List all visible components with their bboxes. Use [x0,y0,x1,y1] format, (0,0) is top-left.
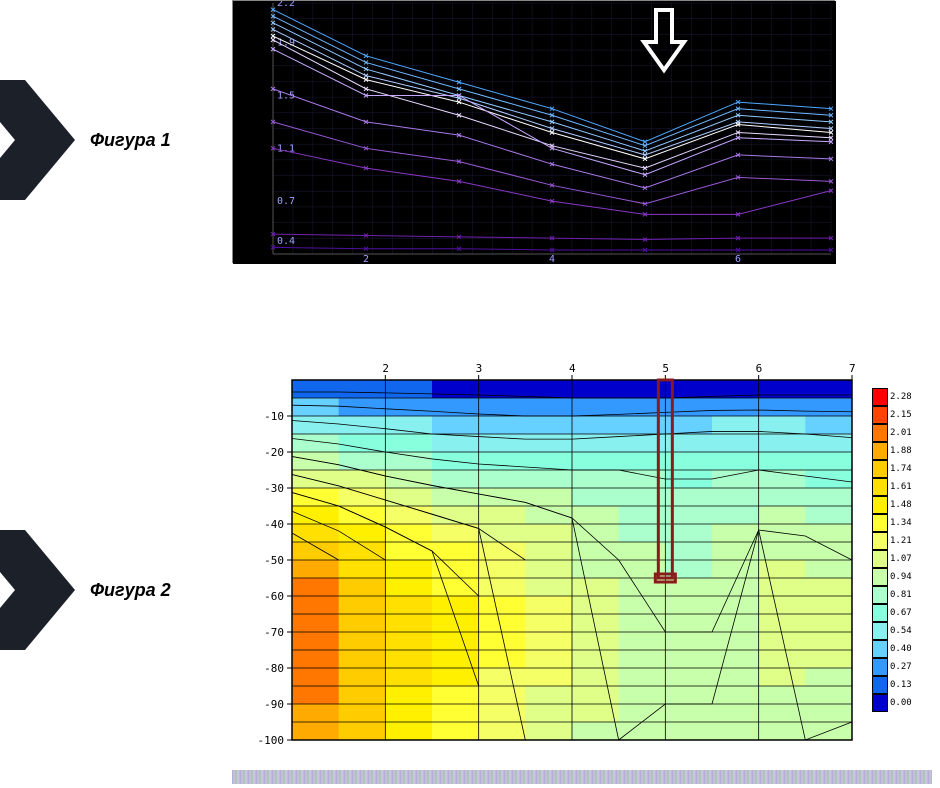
contour-heatmap: 2 3 4 5 6 7 -10 -20 -30 -40 -50 -60 -70 -80 -90 -100 2.… [232,358,932,758]
line-chart: 0.40.71.11.51.92.2246 [232,0,835,263]
legend-item: 1.74 [872,460,932,478]
svg-text:5: 5 [662,362,669,375]
figure1-label-block: Фигура 1 [0,80,220,200]
svg-text:-50: -50 [264,554,284,567]
svg-text:-30: -30 [264,482,284,495]
legend-item: 0.13 [872,676,932,694]
legend-item: 1.21 [872,532,932,550]
legend-item: 2.28 [872,388,932,406]
legend-item: 1.88 [872,442,932,460]
legend-item: 0.27 [872,658,932,676]
svg-text:2: 2 [382,362,389,375]
svg-text:4: 4 [569,362,576,375]
legend-item: 2.01 [872,424,932,442]
chevron-icon [0,80,80,200]
svg-text:2: 2 [363,254,369,264]
legend-item: 0.94 [872,568,932,586]
legend-item: 1.48 [872,496,932,514]
legend-item: 2.15 [872,406,932,424]
svg-text:0.4: 0.4 [277,236,295,247]
color-legend: 2.282.152.011.881.741.611.481.341.211.07… [872,388,932,712]
svg-text:6: 6 [735,254,741,264]
legend-item: 0.00 [872,694,932,712]
contour-heatmap-svg: 2 3 4 5 6 7 -10 -20 -30 -40 -50 -60 -70 -80 -90 -100 [232,358,932,758]
legend-item: 1.07 [872,550,932,568]
svg-text:4: 4 [549,254,555,264]
figure2-caption: Фигура 2 [90,580,171,601]
svg-text:7: 7 [849,362,856,375]
figure1-caption: Фигура 1 [90,130,171,151]
svg-text:-40: -40 [264,518,284,531]
figure2-label-block: Фигура 2 [0,530,220,650]
svg-text:-70: -70 [264,626,284,639]
svg-text:-100: -100 [258,734,285,747]
svg-text:-60: -60 [264,590,284,603]
legend-item: 0.67 [872,604,932,622]
legend-item: 1.61 [872,478,932,496]
legend-item: 0.54 [872,622,932,640]
line-chart-svg: 0.40.71.11.51.92.2246 [233,1,836,264]
svg-text:6: 6 [756,362,763,375]
svg-text:-20: -20 [264,446,284,459]
decorative-strip [232,770,932,784]
svg-text:-90: -90 [264,698,284,711]
svg-text:2.2: 2.2 [277,1,295,9]
svg-text:3: 3 [476,362,483,375]
legend-item: 0.40 [872,640,932,658]
svg-text:-80: -80 [264,662,284,675]
legend-item: 0.81 [872,586,932,604]
svg-text:0.7: 0.7 [277,196,295,207]
chevron-icon [0,530,80,650]
svg-text:-10: -10 [264,410,284,423]
arrow-down-icon [640,6,688,76]
legend-item: 1.34 [872,514,932,532]
